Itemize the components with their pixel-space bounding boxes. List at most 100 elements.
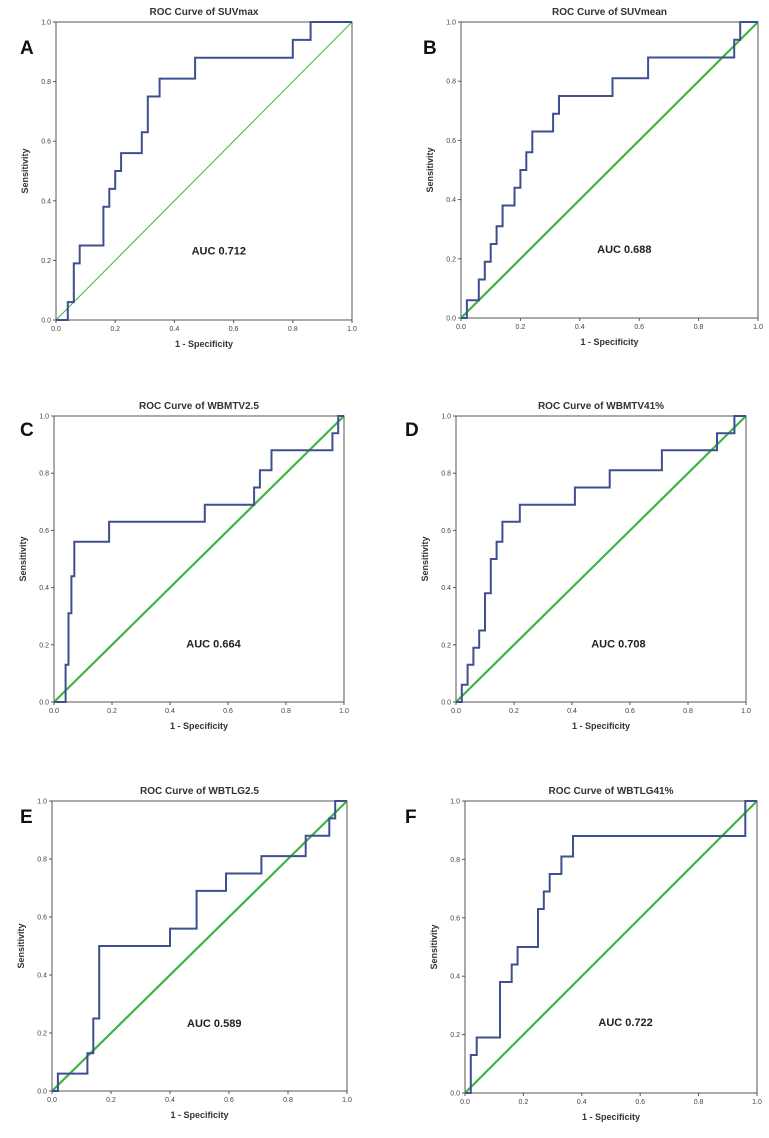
roc-panel-wbtlg41: ROC Curve of WBTLG41% 0.0 0.0 0.2 0.2 0.4 0.4 0… bbox=[385, 775, 769, 1138]
chart-title: ROC Curve of SUVmax bbox=[150, 7, 259, 18]
y-tick-label: 1.0 bbox=[41, 20, 51, 27]
x-tick-label: 0.6 bbox=[224, 1097, 234, 1104]
x-tick-label: 0.0 bbox=[51, 326, 61, 333]
roc-chart-suvmean: ROC Curve of SUVmean 0.00.0 0.2 0.2 0.4 0.4 0.… bbox=[425, 7, 763, 347]
x-tick-label: 0.6 bbox=[229, 326, 239, 333]
y-tick-label: 0.8 bbox=[450, 857, 460, 864]
panel-letter-e: E bbox=[20, 807, 33, 828]
reference-line bbox=[464, 800, 758, 1094]
y-tick-label: 0.0 bbox=[450, 1091, 460, 1098]
y-tick-label: 0.6 bbox=[41, 139, 51, 146]
x-tick-label: 0.8 bbox=[694, 1099, 704, 1106]
x-axis-label: 1 - Specificity bbox=[572, 721, 630, 731]
reference-line bbox=[51, 800, 348, 1092]
y-tick-label: 0.2 bbox=[39, 642, 49, 649]
x-tick-label: 0.4 bbox=[577, 1099, 587, 1106]
y-tick-label: 0.8 bbox=[441, 471, 451, 478]
y-axis-label: Sensitivity bbox=[425, 147, 435, 192]
roc-panel-wbtlg25: ROC Curve of WBTLG2.5 0.0 0.0 0.2 0.2 0.4 0.4 0… bbox=[0, 775, 380, 1138]
x-tick-label: 0.6 bbox=[625, 708, 635, 715]
x-tick-label: 0.2 bbox=[509, 708, 519, 715]
x-tick-label: 0.0 bbox=[451, 708, 461, 715]
x-tick-label: 0.8 bbox=[288, 326, 298, 333]
x-tick-label: 0.4 bbox=[567, 708, 577, 715]
y-tick-label: 1.0 bbox=[446, 20, 456, 27]
x-axis-label: 1 - Specificity bbox=[170, 721, 228, 731]
y-tick-label: 1.0 bbox=[441, 414, 451, 421]
roc-panel-suvmean: ROC Curve of SUVmean 0.0 0.0 0.2 0.2 0.4 0.4 0.… bbox=[385, 0, 769, 347]
x-axis-label: 1 - Specificity bbox=[580, 337, 638, 347]
y-tick-label: 0.4 bbox=[39, 585, 49, 592]
roc-chart-wbtlg25: ROC Curve of WBTLG2.5 0.00.0 0.2 0.2 0.4 0.4 0… bbox=[16, 786, 352, 1120]
auc-annotation: AUC 0.708 bbox=[591, 639, 645, 651]
y-tick-label: 0.6 bbox=[39, 528, 49, 535]
x-axis-label: 1 - Specificity bbox=[175, 339, 233, 349]
y-axis-label: Sensitivity bbox=[18, 536, 28, 581]
auc-annotation: AUC 0.688 bbox=[597, 244, 651, 256]
chart-title: ROC Curve of WBMTV41% bbox=[538, 401, 664, 412]
chart-title: ROC Curve of WBMTV2.5 bbox=[139, 401, 259, 412]
roc-panel-suvmax: ROC Curve of SUVmax 0.0 0.0 0.2 0.2 0.4 0.4 0.6… bbox=[0, 0, 380, 349]
panel-letter-b: B bbox=[423, 38, 437, 59]
x-tick-label: 1.0 bbox=[342, 1097, 352, 1104]
y-tick-label: 0.0 bbox=[39, 700, 49, 707]
auc-annotation: AUC 0.589 bbox=[187, 1018, 241, 1030]
roc-chart-wbmtv25: ROC Curve of WBMTV2.5 0.00.0 0.2 0.2 0.4 0.4 0… bbox=[18, 401, 349, 731]
y-axis-label: Sensitivity bbox=[20, 148, 30, 193]
y-axis-label: Sensitivity bbox=[429, 924, 439, 969]
roc-panel-wbmtv41: ROC Curve of WBMTV41% 0.0 0.0 0.2 0.2 0.4 0.4 0… bbox=[385, 390, 769, 740]
chart-title: ROC Curve of SUVmean bbox=[552, 7, 667, 18]
y-tick-label: 0.4 bbox=[37, 973, 47, 980]
x-tick-label: 0.4 bbox=[165, 1097, 175, 1104]
x-tick-label: 0.8 bbox=[683, 708, 693, 715]
y-tick-label: 0.8 bbox=[37, 857, 47, 864]
x-tick-label: 0.0 bbox=[47, 1097, 57, 1104]
x-tick-label: 1.0 bbox=[741, 708, 751, 715]
x-tick-label: 0.0 bbox=[456, 324, 466, 331]
panel-letter-c: C bbox=[20, 420, 34, 441]
y-axis-label: Sensitivity bbox=[16, 923, 26, 968]
x-tick-label: 0.2 bbox=[516, 324, 526, 331]
panel-letter-d: D bbox=[405, 420, 419, 441]
roc-curve bbox=[54, 415, 344, 703]
roc-curve bbox=[461, 21, 758, 319]
y-tick-label: 0.4 bbox=[450, 974, 460, 981]
reference-line bbox=[455, 415, 747, 703]
chart-title: ROC Curve of WBTLG2.5 bbox=[140, 786, 259, 797]
x-tick-label: 0.2 bbox=[110, 326, 120, 333]
y-tick-label: 0.4 bbox=[446, 197, 456, 204]
auc-annotation: AUC 0.664 bbox=[186, 639, 241, 651]
y-tick-label: 0.0 bbox=[446, 316, 456, 323]
y-tick-label: 0.8 bbox=[41, 79, 51, 86]
y-tick-label: 0.2 bbox=[446, 256, 456, 263]
roc-curve bbox=[52, 800, 347, 1092]
x-tick-label: 1.0 bbox=[339, 708, 349, 715]
roc-curve bbox=[456, 415, 746, 703]
x-tick-label: 0.6 bbox=[634, 324, 644, 331]
x-tick-label: 0.8 bbox=[281, 708, 291, 715]
x-tick-label: 0.6 bbox=[635, 1099, 645, 1106]
y-tick-label: 0.2 bbox=[41, 258, 51, 265]
x-tick-label: 1.0 bbox=[752, 1099, 762, 1106]
y-tick-label: 0.2 bbox=[441, 642, 451, 649]
y-tick-label: 0.6 bbox=[450, 915, 460, 922]
roc-curve bbox=[465, 800, 757, 1094]
y-tick-label: 1.0 bbox=[39, 414, 49, 421]
auc-annotation: AUC 0.712 bbox=[192, 245, 246, 257]
roc-chart-suvmax: ROC Curve of SUVmax 0.00.0 0.2 0.2 0.4 0.4 0.6… bbox=[20, 7, 357, 349]
y-tick-label: 0.4 bbox=[41, 198, 51, 205]
auc-annotation: AUC 0.722 bbox=[598, 1017, 652, 1029]
x-tick-label: 1.0 bbox=[753, 324, 763, 331]
x-tick-label: 0.4 bbox=[575, 324, 585, 331]
y-tick-label: 1.0 bbox=[37, 799, 47, 806]
x-tick-label: 0.0 bbox=[49, 708, 59, 715]
y-tick-label: 0.2 bbox=[450, 1032, 460, 1039]
roc-curve bbox=[56, 21, 352, 321]
x-tick-label: 0.8 bbox=[283, 1097, 293, 1104]
x-axis-label: 1 - Specificity bbox=[582, 1112, 640, 1122]
y-tick-label: 0.0 bbox=[41, 318, 51, 325]
y-tick-label: 0.2 bbox=[37, 1031, 47, 1038]
x-tick-label: 0.6 bbox=[223, 708, 233, 715]
reference-line bbox=[53, 415, 345, 703]
roc-chart-wbmtv41: ROC Curve of WBMTV41% 0.00.0 0.2 0.2 0.4 0.4 0… bbox=[420, 401, 751, 731]
